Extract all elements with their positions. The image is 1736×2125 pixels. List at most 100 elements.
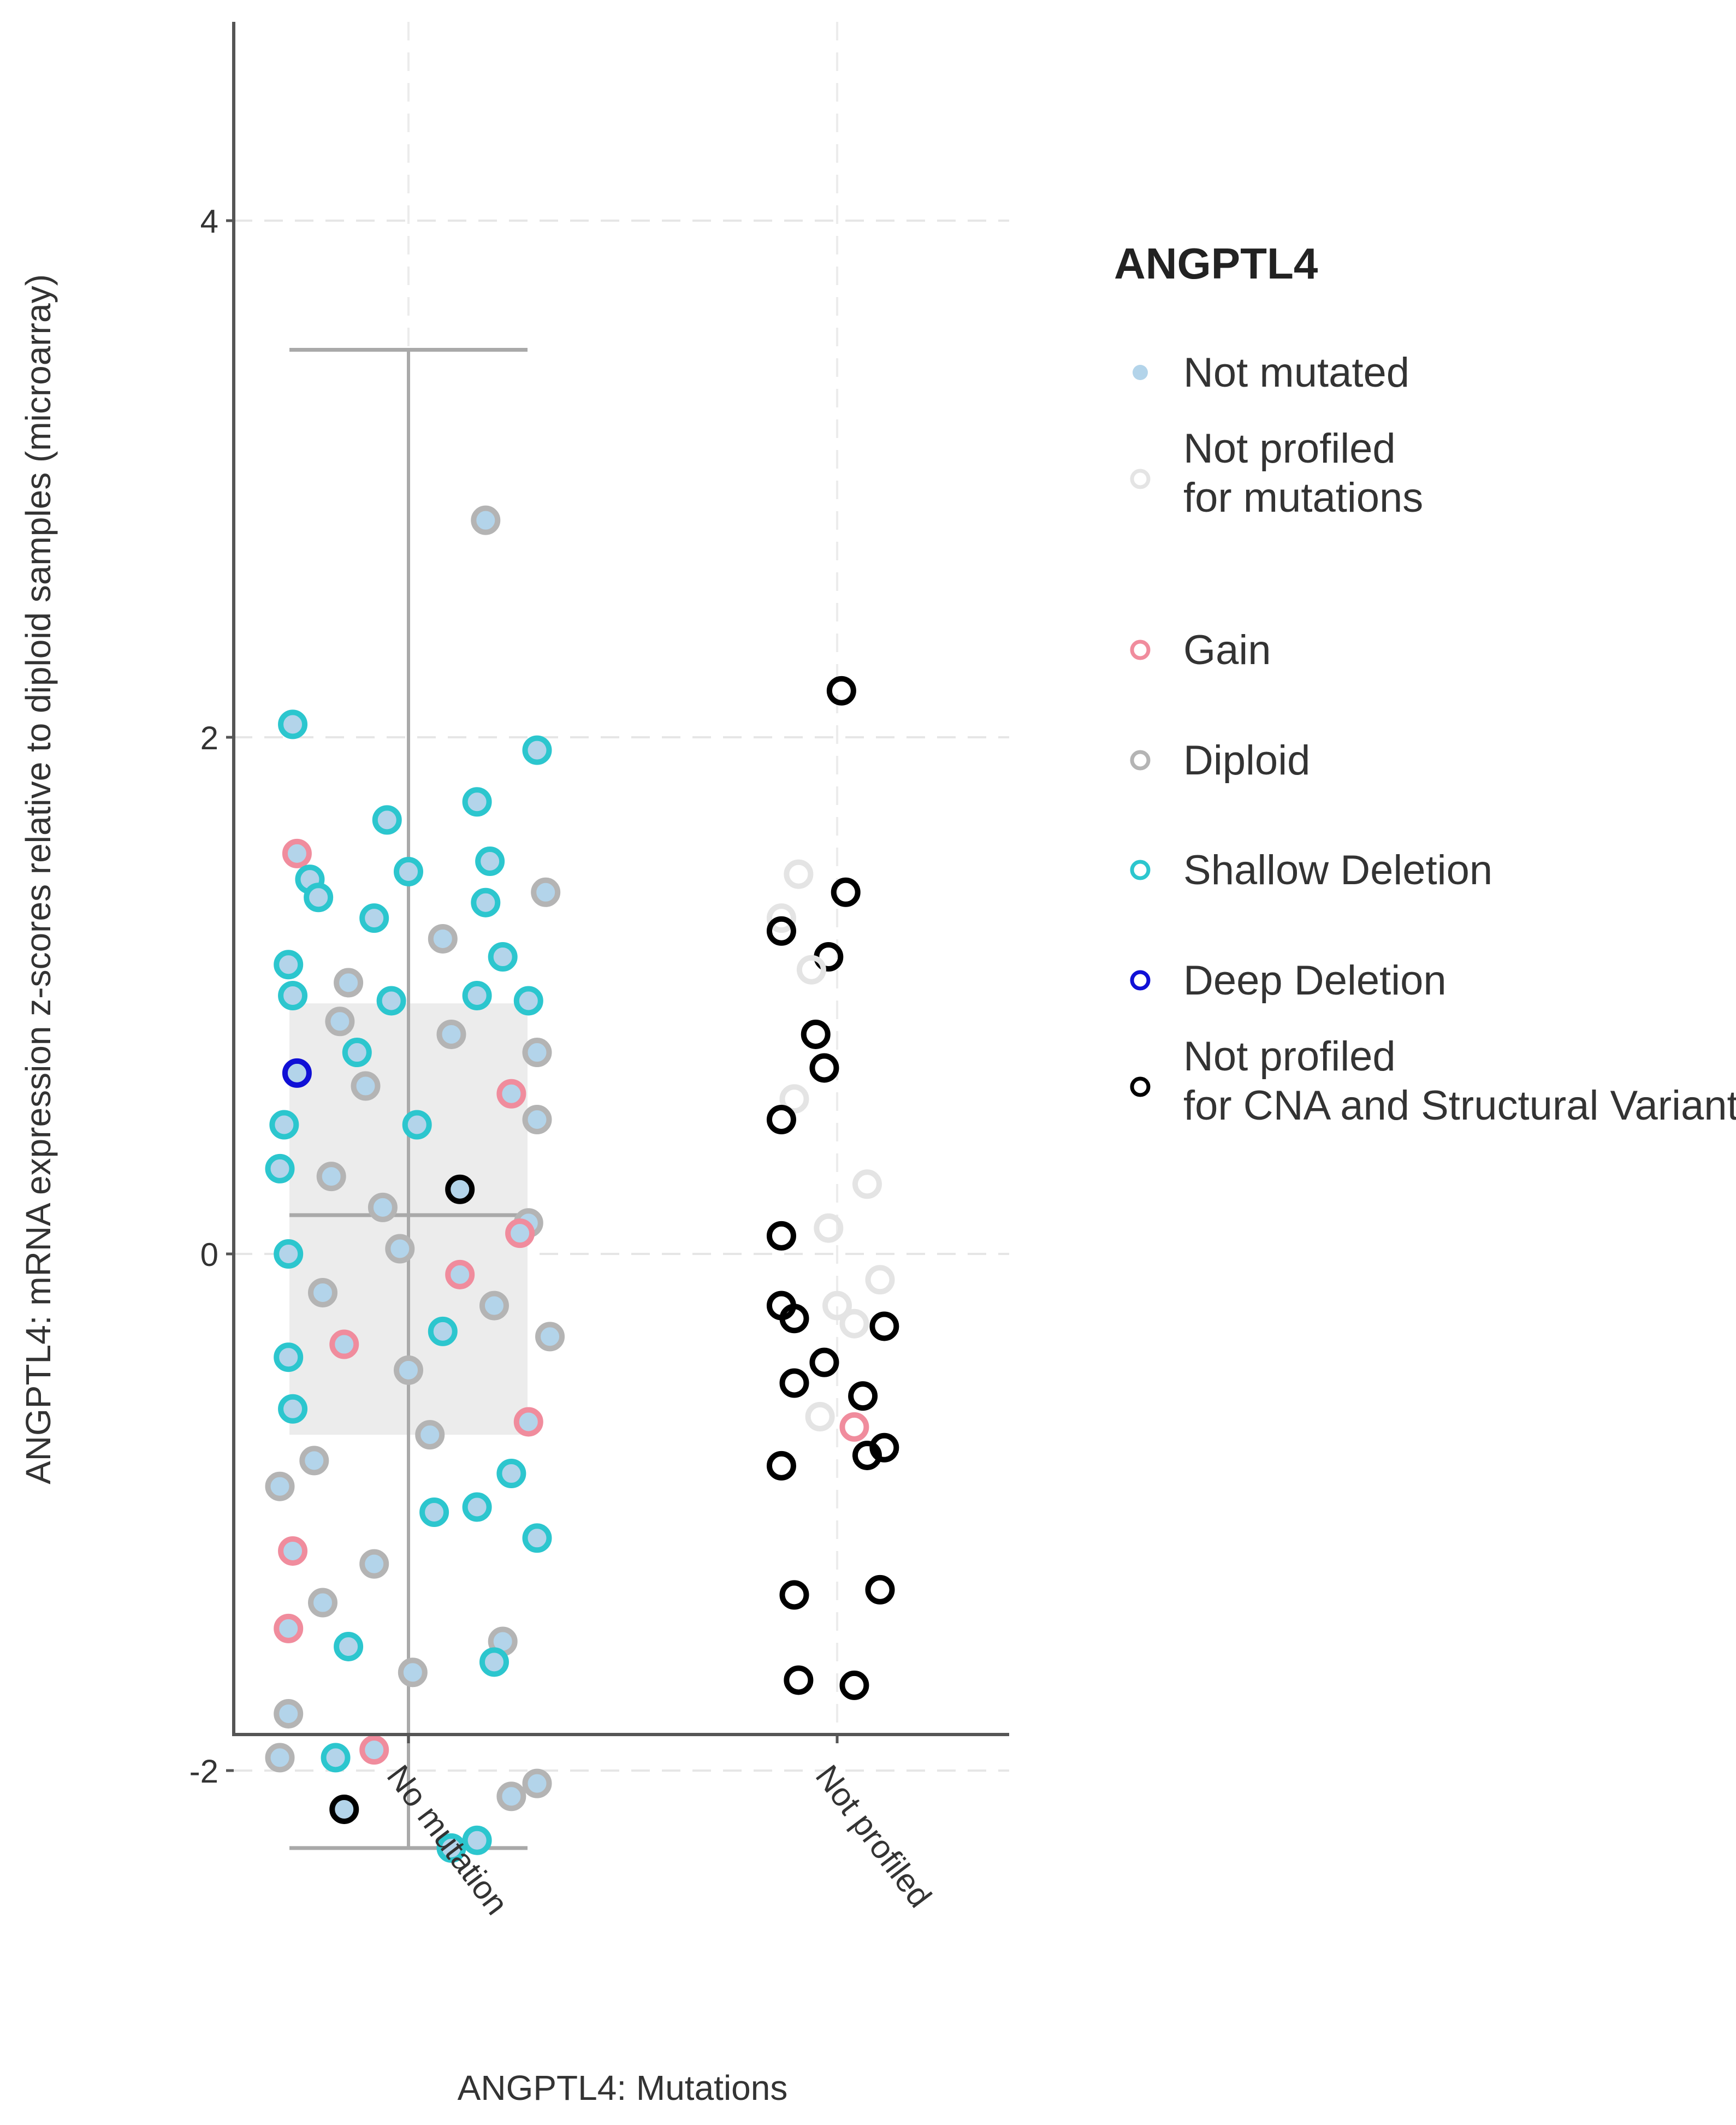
data-point: [402, 1110, 432, 1140]
data-point: [766, 1451, 796, 1481]
x-axis-title: ANGPTL4: Mutations: [458, 2068, 788, 2108]
data-point: [479, 1647, 509, 1677]
data-point: [316, 1162, 346, 1192]
data-point: [436, 1019, 466, 1049]
data-point: [766, 1221, 796, 1251]
data-point: [308, 1277, 337, 1307]
data-point: [869, 1433, 899, 1463]
data-point: [462, 1492, 492, 1522]
data-point: [809, 1347, 839, 1377]
data-point: [784, 1665, 814, 1695]
data-point: [814, 1213, 844, 1243]
data-point: [496, 1781, 526, 1812]
data-point: [471, 505, 501, 535]
data-point: [513, 1407, 543, 1437]
legend-marker-deep: [1130, 970, 1151, 991]
data-point: [445, 1174, 475, 1204]
data-point: [359, 903, 389, 933]
y-tick-label: 2: [200, 720, 218, 756]
data-point: [265, 1153, 295, 1183]
data-point: [766, 1105, 796, 1135]
data-point: [265, 1743, 295, 1773]
data-point: [852, 1169, 882, 1199]
legend-label-not_mutated: Not mutated: [1183, 350, 1409, 396]
data-point: [779, 1368, 809, 1398]
data-point: [475, 847, 505, 877]
data-point: [779, 1084, 809, 1114]
data-point: [282, 838, 312, 868]
axes-layer: [232, 22, 1009, 1736]
data-point: [831, 877, 861, 907]
data-point: [766, 903, 796, 933]
data-point: [848, 1381, 878, 1411]
data-point: [826, 676, 856, 706]
y-tick-label: 0: [200, 1236, 218, 1273]
data-point: [852, 1440, 882, 1470]
data-point: [462, 1825, 492, 1855]
legend-marker-shallow: [1130, 860, 1151, 880]
data-point: [321, 1743, 351, 1773]
data-point: [385, 1234, 415, 1264]
y-tick-layer: -202468: [189, 203, 234, 1790]
data-point: [282, 1058, 312, 1088]
legend-label-not_profiled_mut: Not profiled: [1183, 425, 1396, 472]
data-point: [329, 1329, 359, 1359]
data-point: [278, 1536, 308, 1566]
data-point: [784, 859, 814, 889]
data-point: [522, 1105, 552, 1135]
data-point: [462, 787, 492, 817]
data-point: [428, 924, 458, 954]
legend-label-gain: Gain: [1183, 627, 1271, 673]
data-point: [496, 1459, 526, 1489]
data-point: [869, 1311, 899, 1341]
data-point: [805, 1401, 835, 1431]
data-point: [269, 1110, 299, 1140]
data-point: [822, 1291, 852, 1321]
data-point: [496, 1079, 526, 1109]
data-point: [801, 1019, 831, 1049]
y-axis-title: ANGPTL4: mRNA expression z-scores relati…: [19, 274, 58, 1484]
data-point: [479, 1291, 509, 1321]
data-point: [531, 877, 561, 907]
legend-marker-gain: [1130, 640, 1151, 660]
data-point: [505, 1218, 535, 1248]
data-point: [278, 981, 308, 1010]
legend-marker-diploid: [1130, 750, 1151, 771]
legend-label-notprof_cna: for CNA and Structural Variants: [1183, 1082, 1736, 1129]
data-point: [368, 1192, 398, 1222]
data-point: [513, 986, 543, 1016]
data-point: [329, 1794, 359, 1824]
data-point: [766, 916, 796, 946]
data-point: [462, 981, 492, 1010]
data-point: [394, 856, 423, 886]
data-point: [325, 1007, 355, 1037]
data-point: [522, 735, 552, 765]
legend-marker-notprof_cna: [1130, 1076, 1151, 1097]
legend-title: ANGPTL4: [1114, 239, 1318, 288]
legend-marker-not_mutated: [1133, 365, 1148, 380]
data-point: [522, 1038, 552, 1068]
data-point: [372, 805, 402, 835]
data-point: [274, 1613, 304, 1643]
data-point: [779, 1304, 809, 1334]
data-point: [865, 1574, 895, 1605]
data-point: [471, 887, 501, 918]
legend-label-not_profiled_mut: for mutations: [1183, 475, 1423, 521]
legend-label-diploid: Diploid: [1183, 737, 1310, 784]
data-point: [274, 950, 304, 980]
data-point: [839, 1412, 869, 1442]
data-point: [488, 942, 518, 972]
data-point: [522, 1768, 552, 1798]
data-point: [865, 1265, 895, 1295]
y-tick-label: 4: [200, 203, 218, 240]
data-point: [796, 955, 826, 985]
data-point: [839, 1670, 869, 1700]
data-point: [394, 1355, 423, 1385]
data-point: [839, 1309, 869, 1339]
legend-label-shallow: Shallow Deletion: [1183, 847, 1492, 893]
data-point: [308, 1588, 337, 1618]
data-point: [265, 1471, 295, 1501]
